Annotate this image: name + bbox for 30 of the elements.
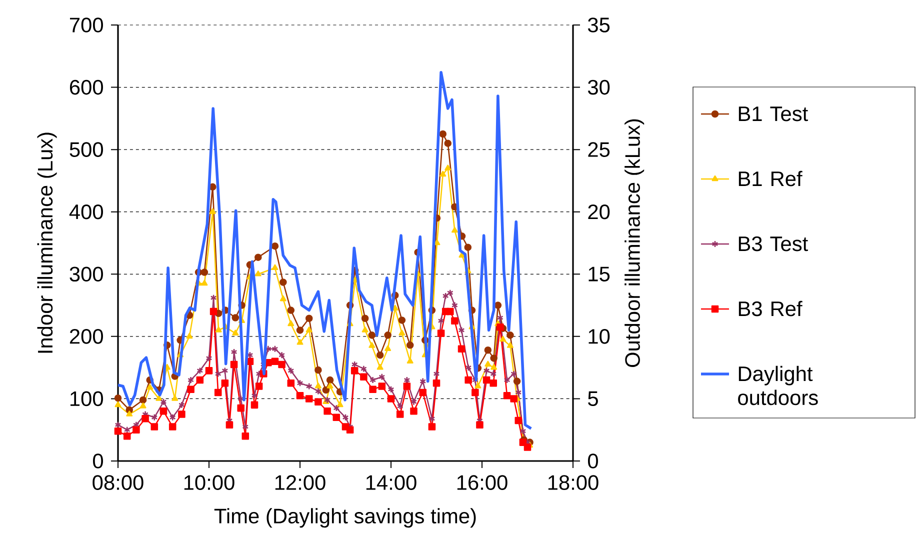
y-tick-label: 0 <box>93 454 104 468</box>
y-tick-label: 200 <box>70 329 103 344</box>
y-tick-label: 500 <box>70 142 103 157</box>
y2-tick-label: 15 <box>588 266 610 282</box>
y2-tick-label: 35 <box>588 18 610 32</box>
x-tick-label: 16:00 <box>457 475 508 490</box>
y-tick-label: 700 <box>70 18 103 32</box>
x-axis-title: Time (Daylight savings time) <box>214 508 476 528</box>
y2-tick-label: 20 <box>588 204 610 220</box>
legend-label: B1 Ref <box>738 170 802 186</box>
x-tick-label: 14:00 <box>366 475 416 490</box>
x-tick-label: 08:00 <box>92 475 144 490</box>
y2-tick-label: 0 <box>588 454 598 468</box>
y2-tick-label: 10 <box>588 329 610 344</box>
legend-label: B3 Ref <box>738 300 802 316</box>
y-tick-label: 300 <box>70 266 103 282</box>
y-tick-label: 400 <box>69 204 103 220</box>
x-tick-label: 10:00 <box>184 475 234 490</box>
x-tick-label: 18:00 <box>548 475 598 490</box>
y2-tick-label: 30 <box>588 80 610 95</box>
y2-tick-label: 25 <box>588 142 610 157</box>
y-tick-label: 100 <box>70 391 103 406</box>
y2-axis-title: Outdoor illuminance (kLux) <box>624 119 644 368</box>
y-axis-title: Indoor illuminance (Lux) <box>37 132 57 353</box>
x-tick-label: 12:00 <box>275 475 326 490</box>
y-tick-label: 600 <box>70 80 103 95</box>
legend-label: Daylight outdoors <box>738 366 818 406</box>
legend-label: B1 Test <box>738 106 808 122</box>
y2-tick-label: 5 <box>588 391 598 406</box>
legend-label: B3 Test <box>738 236 808 252</box>
